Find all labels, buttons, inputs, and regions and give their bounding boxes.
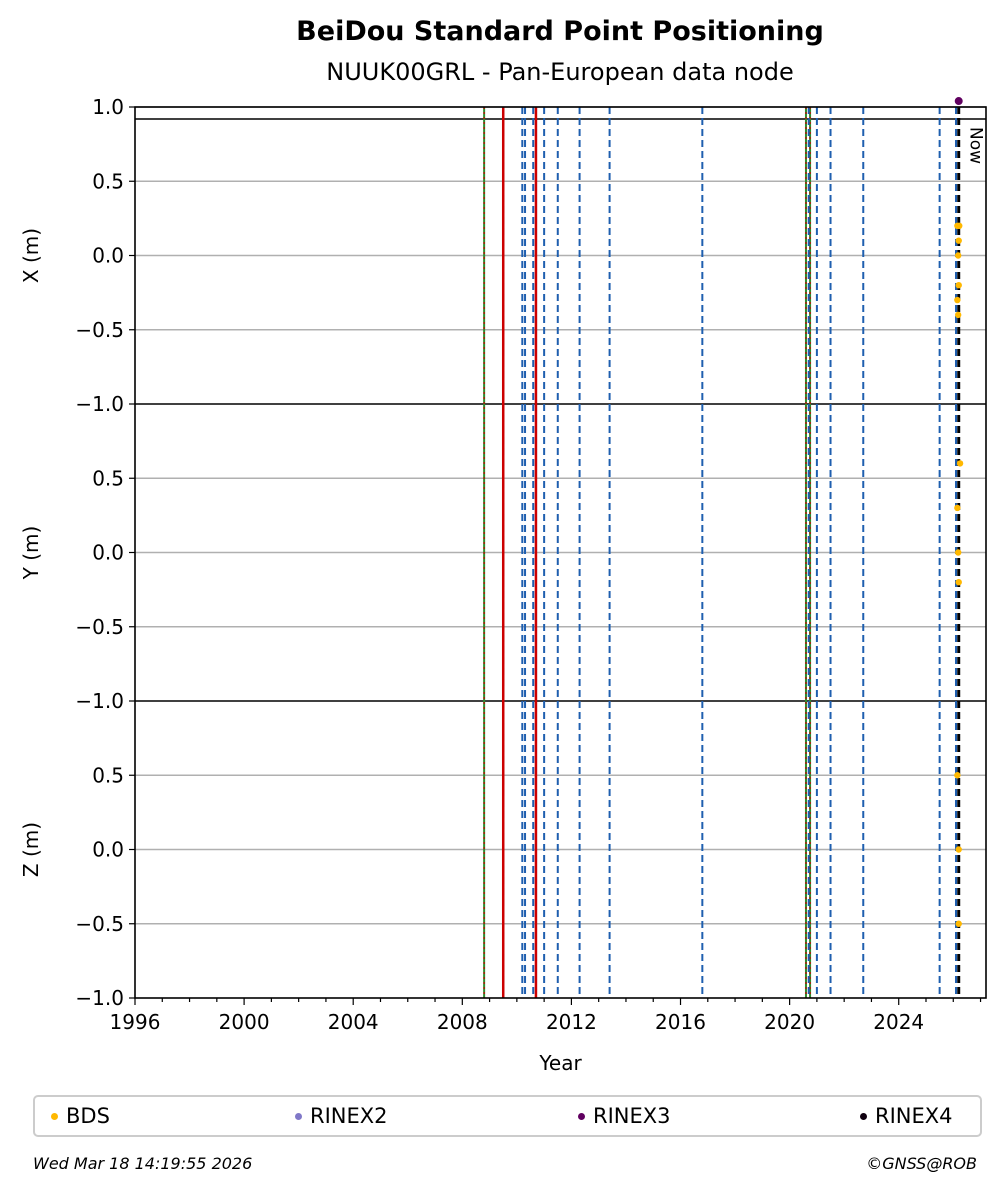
y-tick-label: 0.5 xyxy=(92,466,124,490)
x-tick-label: 2008 xyxy=(437,1010,488,1034)
data-point-bds xyxy=(954,772,961,779)
legend: BDS RINEX2 RINEX3 RINEX4 xyxy=(33,1095,982,1137)
y-axis-label: X (m) xyxy=(19,228,43,283)
x-tick-label: 2020 xyxy=(764,1010,815,1034)
y-tick-label: −0.5 xyxy=(75,615,124,639)
legend-item-bds: BDS xyxy=(51,1097,110,1135)
x-tick-label: 2004 xyxy=(328,1010,379,1034)
y-tick-label: −1.0 xyxy=(75,392,124,416)
chart-title: BeiDou Standard Point Positioning xyxy=(296,16,824,47)
y-tick-label: 0.0 xyxy=(92,541,124,565)
y-tick-label: 0.5 xyxy=(92,763,124,787)
footer-timestamp: Wed Mar 18 14:19:55 2026 xyxy=(33,1154,253,1173)
plot-frame xyxy=(134,106,987,999)
legend-marker-bds xyxy=(51,1112,58,1120)
legend-item-rinex3: RINEX3 xyxy=(578,1097,671,1135)
y-tick-label: 0.0 xyxy=(92,244,124,268)
y-tick-label: 1.0 xyxy=(92,95,124,119)
legend-item-rinex2: RINEX2 xyxy=(295,1097,388,1135)
x-tick-label: 2024 xyxy=(873,1010,924,1034)
data-point-bds xyxy=(956,460,964,467)
now-label: Now xyxy=(966,127,986,164)
x-tick-label: 1996 xyxy=(110,1010,161,1034)
legend-label-rinex2: RINEX2 xyxy=(310,1104,388,1128)
y-axis-label: Y (m) xyxy=(19,526,43,581)
legend-label-rinex4: RINEX4 xyxy=(875,1104,953,1128)
y-tick-label: −1.0 xyxy=(75,689,124,713)
x-tick-label: 2016 xyxy=(655,1010,706,1034)
x-tick-label: 2012 xyxy=(546,1010,597,1034)
plot-area: −0.5 0.0 0.5 1.0 −1.0 X (m) −0.5 0.0 0.5 −1.0 Y (m… xyxy=(19,95,987,1075)
y-tick-label: 0.5 xyxy=(92,169,124,193)
data-point-bds xyxy=(955,846,962,853)
legend-label-bds: BDS xyxy=(66,1104,110,1128)
data-point-rinex3 xyxy=(954,97,963,106)
data-point-bds xyxy=(955,237,962,244)
x-tick-label: 2000 xyxy=(219,1010,270,1034)
y-tick-label: −0.5 xyxy=(75,318,124,342)
data-point-bds xyxy=(954,252,962,259)
y-axis-label: Z (m) xyxy=(19,822,43,877)
data-point-bds xyxy=(954,549,962,556)
x-axis-label: Year xyxy=(538,1051,582,1075)
legend-marker-rinex2 xyxy=(295,1112,302,1120)
legend-item-rinex4: RINEX4 xyxy=(860,1097,953,1135)
data-point-bds xyxy=(955,920,962,927)
data-point-bds xyxy=(954,311,962,319)
footer-credit: ©GNSS@ROB xyxy=(866,1154,977,1173)
legend-marker-rinex4 xyxy=(860,1112,867,1120)
legend-label-rinex3: RINEX3 xyxy=(593,1104,671,1128)
data-point-bds xyxy=(955,579,962,586)
chart-subtitle: NUUK00GRL - Pan-European data node xyxy=(326,58,794,86)
data-point-bds xyxy=(956,222,963,229)
data-point-bds xyxy=(954,296,961,304)
data-point-bds xyxy=(955,282,962,289)
data-point-bds xyxy=(954,504,961,512)
y-tick-label: −1.0 xyxy=(75,986,124,1010)
y-tick-label: −0.5 xyxy=(75,912,124,936)
y-tick-label: 0.0 xyxy=(92,838,124,862)
legend-marker-rinex3 xyxy=(578,1112,585,1120)
